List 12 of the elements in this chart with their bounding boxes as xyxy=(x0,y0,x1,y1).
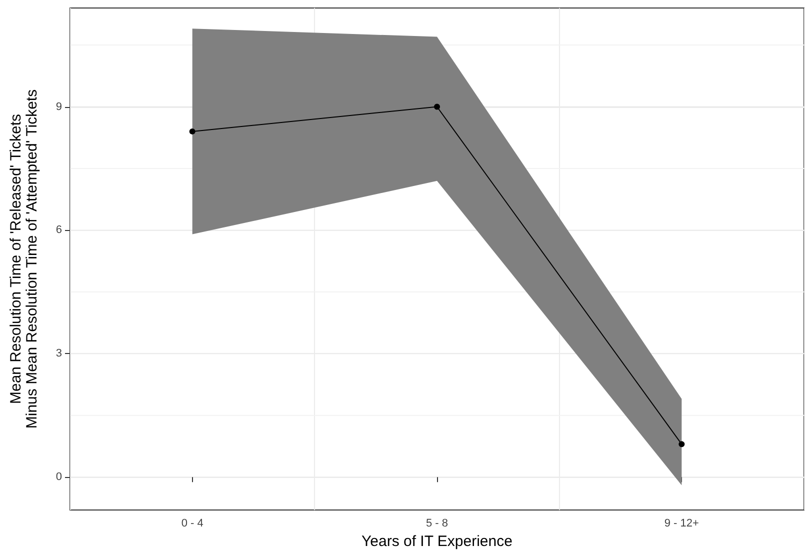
point xyxy=(189,128,196,134)
x-axis-title: Years of IT Experience xyxy=(362,532,512,550)
y-tick-label: 6 xyxy=(56,224,62,236)
y-tick-label: 3 xyxy=(56,348,62,360)
point xyxy=(678,441,685,448)
x-tick-label: 5 - 8 xyxy=(426,518,448,530)
x-tick-label: 9 - 12+ xyxy=(664,518,699,530)
y-tick-label: 9 xyxy=(56,100,62,113)
point xyxy=(434,104,440,110)
y-axis-title: Mean Resolution Time of 'Released' Tickets Minus Mean Resolution Time of 'Attempted' Tickets xyxy=(8,89,40,429)
y-tick-label: 0 xyxy=(56,471,62,484)
x-tick-label: 0 - 4 xyxy=(181,518,204,530)
